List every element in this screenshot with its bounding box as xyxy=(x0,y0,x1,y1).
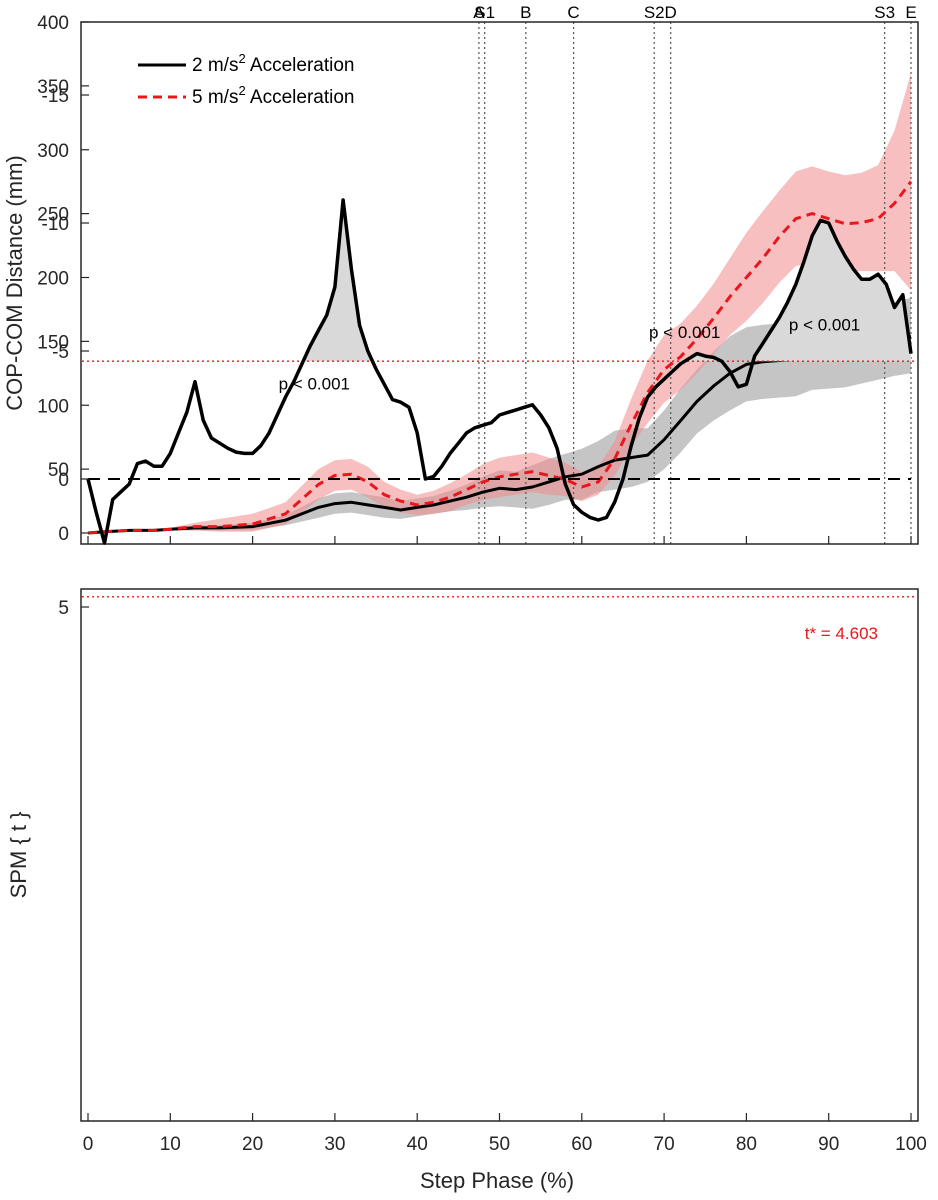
event-label-s1: S1 xyxy=(474,3,495,22)
bottom-x-tick-label: 30 xyxy=(324,1134,345,1155)
top-y-tick-label: 100 xyxy=(37,396,69,417)
bottom-x-tick-label: 50 xyxy=(489,1134,510,1155)
bottom-x-tick-label: 60 xyxy=(571,1134,592,1155)
spm-curve xyxy=(86,198,913,545)
band-5ms2 xyxy=(88,73,911,533)
bottom-plot-frame xyxy=(80,588,919,1122)
bottom-x-tick-label: 100 xyxy=(895,1134,927,1155)
event-label-s2: S2 xyxy=(644,3,665,22)
cluster-fill-3 xyxy=(753,220,911,362)
top-y-tick-label: 150 xyxy=(37,332,69,353)
bottom-y-tick-label: -10 xyxy=(42,214,69,235)
series-line-5ms2 xyxy=(87,180,913,535)
top-y-tick-label: 250 xyxy=(37,205,69,226)
bottom-y-axis-label: SPM { t } xyxy=(6,812,31,899)
bottom-x-tick-label: 20 xyxy=(242,1134,263,1155)
top-y-tick-label: 350 xyxy=(37,77,69,98)
bottom-x-tick-label: 80 xyxy=(736,1134,757,1155)
bottom-y-tick-label: 5 xyxy=(58,598,69,619)
bottom-y-tick-label: 0 xyxy=(58,470,69,491)
top-x-axis-ticks xyxy=(87,536,912,544)
top-y-tick-label: 50 xyxy=(48,460,69,481)
event-label-d: D xyxy=(665,3,677,22)
event-label-s3: S3 xyxy=(874,3,895,22)
bottom-x-tick-label: 10 xyxy=(160,1134,181,1155)
spm-t-line xyxy=(86,198,913,545)
bottom-y-tick-label: -15 xyxy=(42,86,69,107)
cluster-annotations: p < 0.001 p < 0.001 p < 0.001 xyxy=(279,316,861,394)
threshold-label: t* = 4.603 xyxy=(805,624,878,643)
cluster-p-value-2: p < 0.001 xyxy=(649,323,720,342)
top-y-tick-label: 400 xyxy=(37,13,69,34)
cluster-p-value-1: p < 0.001 xyxy=(279,374,350,393)
event-markers: AS1 B C S2 D S3 E xyxy=(473,3,917,544)
event-label-b: B xyxy=(520,3,531,22)
confidence-bands xyxy=(88,73,911,533)
reference-lines xyxy=(82,360,917,598)
bottom-x-tick-label: 90 xyxy=(818,1134,839,1155)
bottom-y-axis-ticks: 50-5-10-15 xyxy=(42,86,89,619)
cluster-fill-1 xyxy=(303,200,373,362)
bottom-x-axis-ticks: 0 10 20 30 40 50 60 70 80 90 100 xyxy=(83,1113,927,1155)
legend-label-5ms2: 5 m/s2 Acceleration xyxy=(192,83,354,108)
bottom-panel-spm: 0 10 20 30 40 50 60 70 80 90 100 50-5-10-15 p < 0.… xyxy=(6,86,927,1193)
top-y-axis-label: COP-COM Distance (mm) xyxy=(2,155,27,410)
legend-label-2ms2: 2 m/s2 Acceleration xyxy=(192,51,354,76)
bottom-x-tick-label: 0 xyxy=(83,1134,94,1155)
bottom-x-tick-label: 70 xyxy=(654,1134,675,1155)
legend: 2 m/s2 Acceleration 5 m/s2 Acceleration xyxy=(138,51,354,108)
top-y-tick-label: 300 xyxy=(37,141,69,162)
event-label-c: C xyxy=(567,3,579,22)
bottom-y-tick-label: -5 xyxy=(52,342,69,363)
event-label-a: A xyxy=(473,3,485,22)
cluster-p-value-3: p < 0.001 xyxy=(789,316,860,335)
x-axis-label: Step Phase (%) xyxy=(420,1168,574,1193)
top-y-tick-label: 0 xyxy=(58,524,69,545)
bottom-x-tick-label: 40 xyxy=(407,1134,428,1155)
event-label-e: E xyxy=(905,3,916,22)
top-y-tick-label: 200 xyxy=(37,269,69,290)
